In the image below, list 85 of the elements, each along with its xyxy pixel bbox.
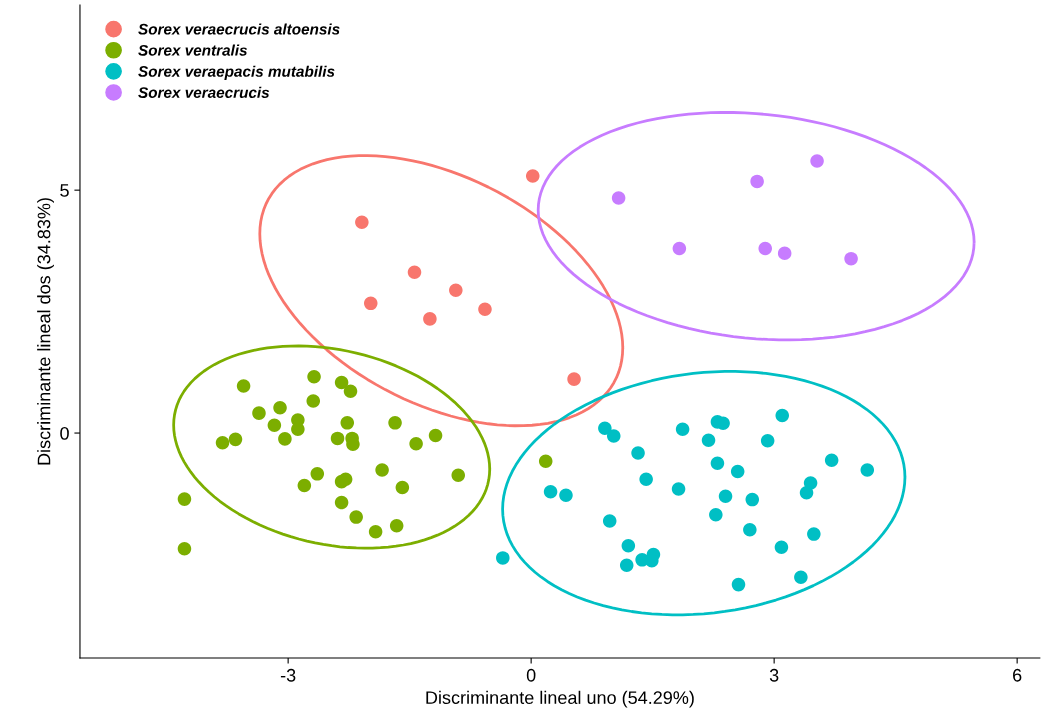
- point: [774, 540, 789, 554]
- point: [639, 472, 653, 486]
- point: [709, 507, 723, 522]
- point: [340, 416, 355, 430]
- point: [631, 446, 645, 460]
- point: [389, 519, 404, 533]
- point: [745, 492, 760, 507]
- point: [388, 416, 402, 430]
- point: [368, 524, 383, 539]
- point: [701, 433, 716, 448]
- point: [743, 522, 757, 537]
- legend-label: Sorex veraecrucis: [138, 86, 270, 98]
- point: [543, 485, 558, 499]
- point: [731, 577, 746, 592]
- point: [606, 429, 621, 443]
- point: [777, 246, 792, 261]
- point: [621, 538, 636, 553]
- point: [449, 283, 463, 297]
- point: [355, 215, 369, 229]
- point: [716, 416, 730, 431]
- x-tick-label: 6: [1013, 668, 1022, 682]
- point: [395, 480, 410, 495]
- point: [611, 191, 626, 205]
- point: [860, 463, 875, 477]
- point: [718, 489, 733, 503]
- point: [794, 570, 808, 585]
- point: [758, 241, 772, 256]
- point: [478, 302, 492, 316]
- point: [349, 510, 363, 524]
- point: [338, 472, 353, 486]
- point: [538, 454, 553, 468]
- point: [334, 495, 349, 510]
- point: [306, 394, 321, 408]
- point: [278, 432, 292, 446]
- point: [177, 541, 192, 556]
- point: [423, 312, 437, 326]
- point: [602, 514, 617, 528]
- y-tick-label: 5: [60, 184, 69, 197]
- point: [291, 422, 305, 436]
- point: [451, 468, 466, 483]
- point: [310, 467, 325, 481]
- legend-label: Sorex veraecrucis altoensis: [138, 23, 340, 35]
- point: [177, 492, 192, 506]
- point: [334, 375, 349, 390]
- point: [267, 418, 282, 433]
- point: [750, 174, 764, 189]
- point: [273, 401, 287, 415]
- point: [567, 372, 581, 386]
- point: [675, 422, 690, 436]
- point: [671, 482, 686, 496]
- point: [307, 369, 321, 384]
- point: [375, 463, 389, 477]
- point: [525, 169, 540, 183]
- point: [407, 265, 422, 280]
- y-axis-title: Discriminante lineal dos (34.83%): [37, 198, 54, 465]
- point: [730, 464, 745, 479]
- point: [619, 558, 634, 572]
- point: [598, 421, 612, 435]
- point: [297, 478, 312, 493]
- point: [252, 406, 266, 420]
- x-tick-label: 0: [526, 668, 536, 682]
- point: [343, 384, 358, 399]
- point: [807, 527, 821, 541]
- legend-label: Sorex ventralis: [138, 44, 248, 56]
- point: [330, 431, 345, 446]
- point: [672, 241, 687, 256]
- point: [559, 488, 573, 502]
- point: [428, 428, 443, 443]
- x-tick-label: -3: [280, 668, 296, 682]
- point: [824, 453, 839, 468]
- point: [496, 551, 510, 565]
- point: [710, 456, 725, 470]
- point: [409, 436, 423, 451]
- point: [215, 436, 230, 450]
- point: [236, 379, 251, 393]
- point: [799, 486, 814, 500]
- point: [228, 432, 243, 447]
- point: [363, 296, 378, 311]
- point: [775, 408, 790, 423]
- point: [760, 434, 775, 448]
- legend-label: Sorex veraepacis mutabilis: [138, 65, 335, 80]
- point: [844, 251, 858, 266]
- x-tick-label: 3: [769, 668, 779, 682]
- point: [810, 154, 824, 168]
- x-axis-title: Discriminante lineal uno (54.29%): [426, 690, 694, 708]
